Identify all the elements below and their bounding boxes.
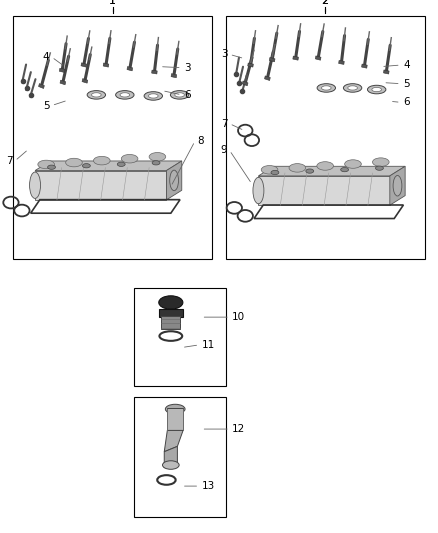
Ellipse shape	[317, 84, 336, 92]
Text: 3: 3	[184, 63, 191, 72]
Text: 5: 5	[43, 101, 49, 110]
Polygon shape	[166, 161, 182, 200]
Ellipse shape	[253, 177, 264, 204]
Ellipse shape	[367, 85, 386, 94]
Polygon shape	[164, 447, 177, 468]
Ellipse shape	[82, 164, 90, 168]
Text: 6: 6	[403, 98, 410, 107]
Text: 10: 10	[232, 312, 245, 322]
Ellipse shape	[341, 167, 349, 172]
Ellipse shape	[343, 84, 362, 92]
Ellipse shape	[175, 93, 184, 97]
Ellipse shape	[393, 175, 402, 196]
Ellipse shape	[289, 164, 306, 172]
Ellipse shape	[144, 92, 162, 100]
Ellipse shape	[375, 166, 383, 170]
Bar	[134, 288, 226, 386]
Polygon shape	[258, 166, 405, 176]
Polygon shape	[248, 63, 253, 67]
Ellipse shape	[162, 461, 179, 470]
Polygon shape	[39, 84, 44, 88]
Ellipse shape	[93, 156, 110, 165]
Ellipse shape	[159, 296, 183, 309]
Text: 2: 2	[321, 0, 328, 6]
Text: 12: 12	[232, 424, 245, 434]
Text: 8: 8	[197, 136, 204, 146]
Bar	[134, 397, 226, 517]
Ellipse shape	[306, 169, 314, 173]
Bar	[226, 16, 425, 259]
Ellipse shape	[148, 94, 158, 98]
Ellipse shape	[345, 160, 361, 168]
Text: 6: 6	[184, 90, 191, 100]
Polygon shape	[60, 68, 65, 72]
Text: 11: 11	[201, 340, 215, 350]
Polygon shape	[152, 70, 157, 74]
Text: 5: 5	[403, 79, 410, 88]
Polygon shape	[293, 56, 298, 60]
Text: 9: 9	[221, 146, 227, 155]
Polygon shape	[171, 74, 177, 78]
Polygon shape	[164, 431, 183, 451]
Polygon shape	[315, 56, 321, 60]
Ellipse shape	[29, 172, 40, 198]
Polygon shape	[362, 64, 367, 68]
Ellipse shape	[372, 87, 381, 92]
Ellipse shape	[117, 162, 125, 166]
Ellipse shape	[38, 160, 54, 169]
Polygon shape	[35, 161, 182, 171]
Ellipse shape	[87, 91, 106, 99]
Ellipse shape	[372, 158, 389, 166]
Ellipse shape	[170, 170, 179, 191]
Ellipse shape	[92, 93, 101, 97]
Polygon shape	[103, 63, 109, 67]
Ellipse shape	[149, 152, 166, 161]
Polygon shape	[258, 176, 390, 205]
Polygon shape	[384, 70, 389, 74]
Text: 7: 7	[6, 156, 13, 166]
Text: 1: 1	[109, 0, 116, 6]
Polygon shape	[265, 76, 270, 80]
Text: 2: 2	[321, 0, 328, 6]
Text: 1: 1	[109, 0, 116, 6]
Ellipse shape	[48, 165, 56, 169]
Ellipse shape	[317, 161, 333, 170]
Polygon shape	[242, 81, 248, 86]
Ellipse shape	[120, 93, 130, 97]
Text: 3: 3	[221, 50, 227, 59]
Polygon shape	[390, 166, 405, 205]
Polygon shape	[127, 67, 133, 71]
Ellipse shape	[121, 155, 138, 163]
Polygon shape	[81, 63, 87, 67]
Text: 4: 4	[43, 52, 49, 62]
Polygon shape	[35, 171, 166, 200]
Text: 7: 7	[221, 119, 227, 128]
Ellipse shape	[321, 86, 331, 90]
Ellipse shape	[66, 158, 82, 167]
Text: 4: 4	[403, 60, 410, 70]
Bar	[13, 16, 212, 259]
Bar	[161, 316, 180, 329]
Polygon shape	[339, 60, 344, 64]
Ellipse shape	[271, 171, 279, 175]
Bar	[167, 408, 183, 431]
Polygon shape	[159, 309, 183, 317]
Ellipse shape	[166, 404, 185, 414]
Ellipse shape	[170, 91, 189, 99]
Polygon shape	[82, 79, 88, 83]
Polygon shape	[60, 80, 66, 85]
Polygon shape	[269, 58, 275, 62]
Text: 13: 13	[201, 481, 215, 491]
Ellipse shape	[152, 160, 160, 165]
Ellipse shape	[348, 86, 357, 90]
Ellipse shape	[116, 91, 134, 99]
Ellipse shape	[261, 166, 278, 174]
